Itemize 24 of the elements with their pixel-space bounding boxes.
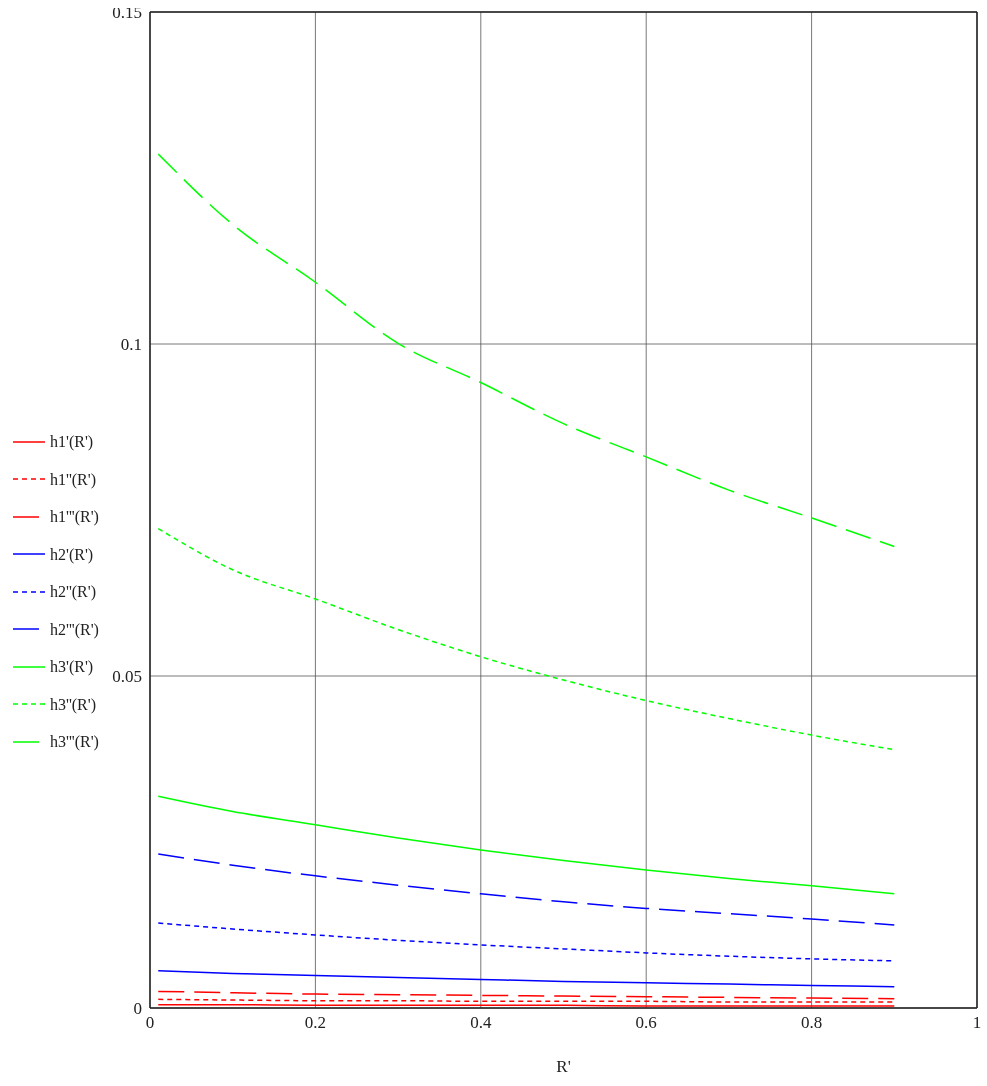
legend-label: h1''(R') bbox=[50, 470, 96, 488]
y-tick-label: 0.05 bbox=[112, 667, 142, 687]
x-tick-label: 0.4 bbox=[470, 1013, 492, 1033]
line-series bbox=[157, 990, 896, 1000]
legend-label: h2''(R') bbox=[50, 583, 96, 601]
x-tick-label: 0.2 bbox=[304, 1013, 327, 1033]
line-series bbox=[157, 795, 896, 895]
y-tick-label: 0 bbox=[133, 999, 142, 1019]
legend-label: h3'(R') bbox=[50, 658, 94, 676]
legend-label: h3''(R') bbox=[50, 695, 96, 713]
legend-label: h2'''(R') bbox=[50, 620, 99, 638]
x-axis-title: R' bbox=[556, 1057, 571, 1076]
line-series bbox=[157, 853, 896, 926]
legend-label: h3'''(R') bbox=[50, 733, 99, 751]
x-tick-label: 0 bbox=[145, 1013, 155, 1033]
x-tick-label: 1 bbox=[972, 1013, 982, 1033]
line-series bbox=[157, 970, 896, 988]
line-series bbox=[157, 153, 896, 548]
legend-label: h1'(R') bbox=[50, 433, 94, 451]
y-tick-label: 0.1 bbox=[120, 335, 142, 355]
x-tick-label: 0.8 bbox=[800, 1013, 823, 1033]
x-tick-label: 0.6 bbox=[635, 1013, 657, 1033]
legend-label: h2'(R') bbox=[50, 545, 94, 563]
legend-label: h1'''(R') bbox=[50, 508, 99, 526]
